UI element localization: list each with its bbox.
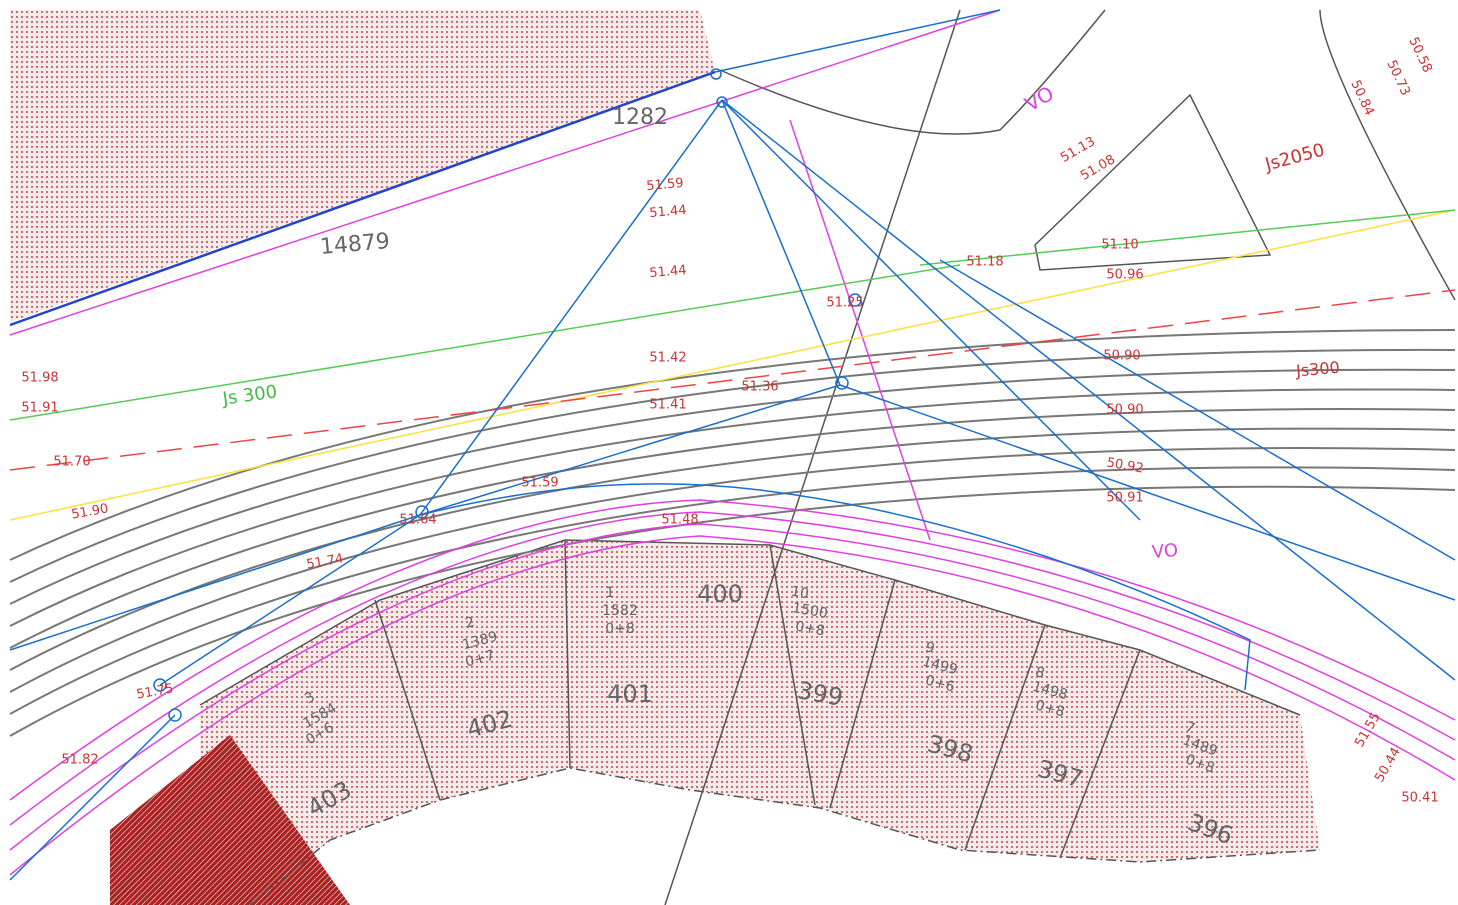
network-lines — [9, 9, 1456, 881]
map-label: Js300 — [1294, 358, 1340, 381]
elevation-label: 50.90 — [1103, 349, 1140, 364]
rail — [9, 348, 1456, 583]
elevation-label: 51.75 — [135, 681, 174, 702]
elevation-label: 50.90 — [1106, 403, 1143, 418]
elevation-label: 51.90 — [70, 501, 109, 522]
elevation-label: 51.41 — [649, 398, 686, 413]
parcel-number: 8 — [1034, 664, 1047, 682]
elevation-label: 51.44 — [649, 263, 687, 281]
elevation-label: 51.18 — [966, 255, 1003, 270]
utility-lines — [9, 9, 1456, 876]
map-label: VO — [1151, 540, 1179, 563]
parcel-code: 0+7 — [464, 647, 497, 670]
parcel-code: 0+8 — [605, 621, 635, 637]
utility-line — [9, 9, 1001, 336]
elevation-label: 51.59 — [646, 176, 684, 194]
parcel-code: 0+8 — [794, 619, 826, 640]
rail — [9, 329, 1456, 561]
elevation-label: 51.70 — [53, 455, 90, 470]
utility-line — [9, 523, 1456, 851]
parcel-code: 0+6 — [924, 672, 957, 695]
map-label: 1282 — [612, 105, 668, 130]
rail — [9, 388, 1456, 627]
parcel-area: 1582 — [602, 603, 638, 619]
utility-line — [9, 499, 1456, 801]
parcel-id: 401 — [607, 680, 653, 708]
elevation-label: 50.41 — [1401, 791, 1438, 806]
elevation-label: 51.44 — [649, 203, 687, 221]
elevation-label: 51.59 — [521, 476, 558, 491]
rail — [9, 447, 1456, 693]
elevation-label: 51.98 — [21, 371, 58, 386]
parcel-number: 2 — [464, 614, 477, 632]
elevation-label: 51.82 — [61, 753, 98, 768]
elevation-label: 51.10 — [1101, 238, 1138, 253]
parcel-number: 1 — [606, 585, 615, 601]
utility-line — [789, 119, 931, 541]
rail — [9, 485, 1456, 737]
elevation-label: 50.96 — [1106, 268, 1143, 283]
utility-line — [9, 535, 1456, 876]
built-area — [10, 10, 715, 322]
parcel-number: 9 — [924, 639, 937, 657]
rail — [9, 368, 1456, 605]
parcel-boundaries — [199, 9, 1456, 905]
elevation-label: 51.36 — [741, 380, 778, 395]
rail — [9, 466, 1456, 715]
parcel-id: 400 — [697, 580, 743, 608]
elevation-label: 51.48 — [661, 513, 698, 528]
rail — [9, 408, 1456, 649]
elevation-label: 51.91 — [21, 401, 58, 416]
map-label: 14879 — [319, 229, 391, 260]
utility-line — [9, 511, 1456, 826]
parcel-code: 0+8 — [1034, 697, 1067, 720]
elevation-label: 51.64 — [399, 513, 436, 528]
elevation-label: 50.92 — [1105, 455, 1144, 476]
elevation-label: 51.25 — [826, 296, 863, 311]
parcels-area — [200, 540, 1320, 905]
parcel-number: 10 — [790, 584, 810, 603]
building — [110, 735, 350, 905]
parcel-area: 1500 — [791, 600, 829, 622]
elevation-label: 51.42 — [649, 351, 686, 366]
elevation-label: 50.91 — [1106, 491, 1143, 506]
elevation-label: 51.74 — [305, 551, 344, 572]
